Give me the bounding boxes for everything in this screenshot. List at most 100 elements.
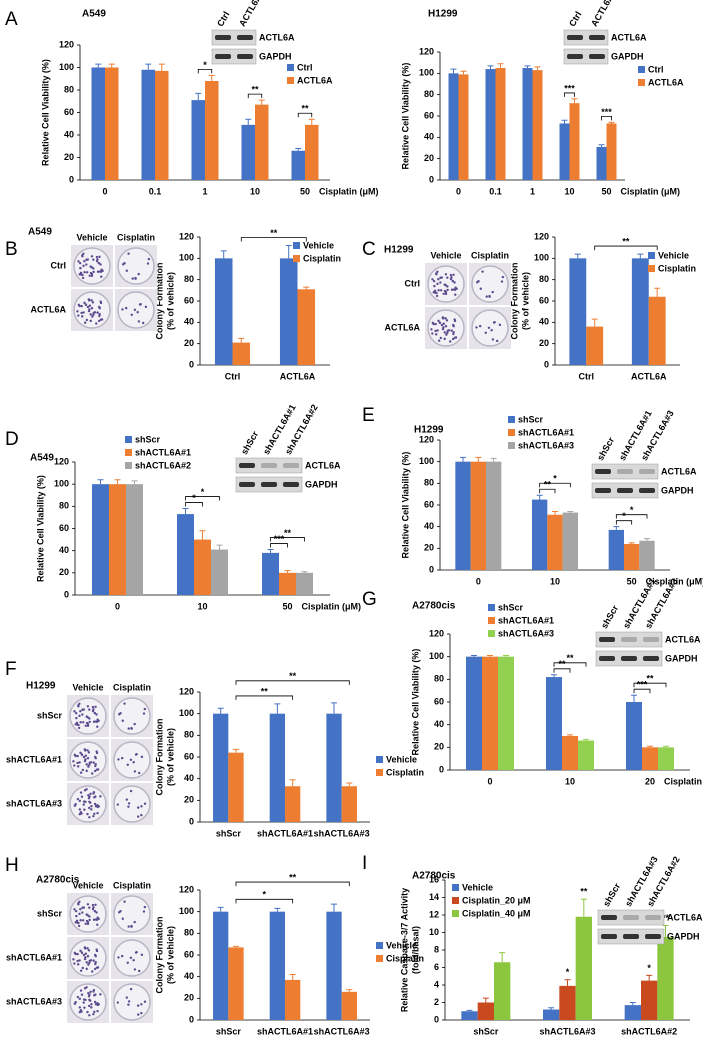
colony-dot	[137, 272, 140, 276]
bar	[285, 786, 301, 822]
colony-dot	[87, 309, 91, 313]
colony-dot	[131, 277, 134, 280]
image-column-label: Vehicle	[72, 682, 103, 692]
colony-dot	[98, 270, 102, 273]
panel-title: H1299	[26, 681, 56, 692]
x-tick-label: 50	[601, 186, 611, 196]
bar	[285, 979, 301, 1020]
colony-dot	[129, 956, 133, 959]
colony-dot	[86, 903, 90, 906]
colony-dot	[90, 255, 94, 258]
colony-dot	[121, 308, 124, 311]
error-bar	[289, 779, 296, 787]
bar	[562, 736, 578, 770]
x-tick-label: 0	[102, 186, 107, 196]
bar	[559, 985, 576, 1020]
colony-dot	[88, 993, 91, 996]
colony-dot	[92, 708, 95, 711]
colony-dot	[133, 968, 137, 971]
colony-dish	[117, 247, 155, 285]
significance-label: ***	[274, 534, 285, 544]
y-tick-label: 60	[184, 751, 194, 761]
image-column-label: Cisplatin	[113, 682, 151, 692]
colony-dot	[121, 917, 124, 920]
bar	[448, 73, 459, 180]
blot-lane-label: shScr	[599, 603, 620, 630]
y-tick-label: 0	[189, 1014, 194, 1024]
colony-dot	[93, 711, 97, 715]
y-tick-label: 16	[429, 874, 439, 884]
colony-dot	[450, 276, 453, 279]
x-tick-label: 10	[250, 186, 260, 196]
colony-dot	[96, 311, 99, 314]
panel-letter: I	[362, 853, 367, 874]
colony-dot	[92, 814, 95, 818]
bar	[569, 258, 587, 365]
colony-dot	[101, 269, 104, 273]
y-tick-label: 80	[184, 928, 194, 938]
colony-dot	[73, 710, 76, 713]
error-bar	[346, 989, 353, 992]
bar	[326, 911, 342, 1020]
colony-dot	[95, 751, 99, 755]
significance-label: *	[630, 505, 634, 515]
error-bar	[460, 70, 467, 75]
colony-dot	[79, 919, 82, 922]
error-bar	[647, 745, 653, 748]
error-bar	[295, 148, 302, 151]
significance-bracket	[185, 496, 220, 501]
colony-dot	[76, 921, 79, 924]
colony-dot	[83, 947, 87, 950]
colony-dot	[451, 279, 455, 283]
y-tick-label: 80	[539, 274, 549, 284]
colony-dot	[92, 906, 95, 909]
colony-dot	[96, 923, 99, 926]
bar	[269, 911, 285, 1020]
legend-label: shACTL6A#2	[135, 460, 191, 470]
blot-band-label: GAPDH	[305, 479, 338, 489]
blot-band	[601, 934, 617, 939]
error-bar	[662, 925, 669, 937]
colony-dot	[83, 957, 87, 961]
colony-dish	[73, 247, 111, 285]
colony-dot	[452, 273, 455, 276]
y-tick-label: 80	[424, 478, 434, 488]
colony-dot	[436, 329, 439, 332]
error-bar	[145, 63, 152, 70]
colony-dot	[434, 329, 437, 333]
colony-dot	[85, 263, 88, 266]
significance-bracket	[553, 668, 571, 673]
colony-dot	[484, 331, 487, 334]
colony-dot	[77, 704, 80, 707]
y-tick-label: 0	[429, 174, 434, 184]
colony-dot	[87, 299, 91, 302]
y-tick-label: 0	[69, 174, 74, 184]
legend-swatch	[648, 265, 655, 272]
colony-dot	[125, 996, 129, 999]
blot-band	[567, 35, 583, 40]
colony-dot	[450, 329, 453, 332]
colony-dot	[73, 962, 76, 965]
significance-label: *	[203, 60, 207, 70]
error-bar	[646, 974, 653, 981]
colony-dot	[78, 1011, 81, 1014]
bar	[642, 747, 658, 770]
x-tick-label: 10	[564, 186, 574, 196]
colony-dot	[82, 1001, 85, 1004]
colony-dot	[479, 287, 482, 290]
legend-label: shACTL6A#3	[498, 628, 554, 638]
image-column-label: Vehicle	[72, 880, 103, 890]
colony-dot	[125, 269, 128, 272]
error-bar	[95, 63, 102, 68]
y-tick-label: 60	[184, 295, 194, 305]
colony-dot	[76, 952, 79, 956]
colony-dot	[73, 1002, 77, 1005]
significance-label: *	[263, 890, 267, 900]
significance-label: **	[580, 887, 588, 897]
colony-dot	[77, 902, 80, 905]
panel-title: H1299	[428, 9, 458, 20]
colony-dot	[83, 321, 87, 324]
x-tick-label: 1	[202, 186, 207, 196]
x-tick-label: 1	[530, 186, 535, 196]
image-row-label: shACTL6A#3	[6, 996, 62, 1006]
